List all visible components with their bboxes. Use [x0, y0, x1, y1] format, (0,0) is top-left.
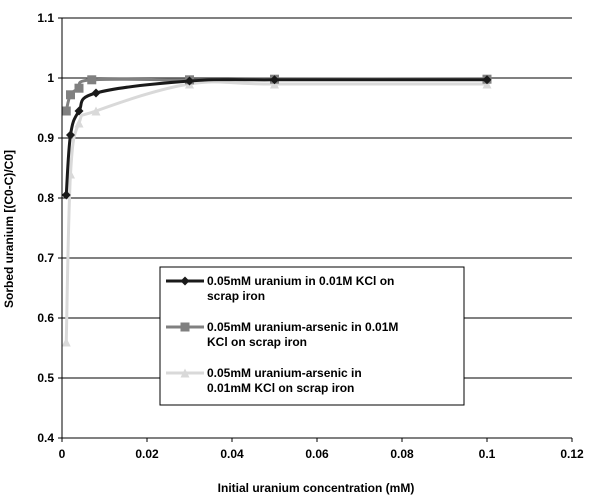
data-point	[66, 90, 75, 100]
legend-label: KCl on scrap iron	[207, 335, 307, 349]
data-point	[61, 106, 71, 116]
data-point	[74, 106, 84, 116]
data-point	[61, 190, 71, 200]
y-tick-label: 0.4	[37, 431, 54, 445]
series-1	[61, 75, 492, 200]
legend-swatch-marker	[180, 368, 190, 378]
y-axis-label: Sorbed uranium [(C0-C)/C0]	[2, 150, 16, 308]
x-tick-label: 0.04	[220, 447, 244, 461]
y-tick-label: 0.8	[37, 191, 54, 205]
legend-label: 0.01mM KCl on scrap iron	[207, 381, 354, 395]
legend-swatch-marker	[180, 322, 190, 332]
data-point	[61, 337, 71, 347]
series-line	[64, 78, 488, 196]
y-tick-label: 0.7	[37, 251, 54, 265]
data-point	[91, 106, 101, 116]
legend-item-3: 0.05mM uranium-arsenic in0.01mM KCl on s…	[166, 366, 362, 395]
x-tick-label: 0	[59, 447, 66, 461]
y-tick-label: 0.6	[37, 311, 54, 325]
series-3	[61, 79, 492, 347]
data-point	[87, 75, 97, 85]
y-tick-label: 1.1	[37, 11, 54, 25]
x-axis-label: Initial uranium concentration (mM)	[218, 481, 415, 495]
legend-swatch-marker	[180, 276, 190, 286]
legend-label: 0.05mM uranium in 0.01M KCl on	[207, 274, 394, 288]
legend-label: scrap iron	[207, 289, 265, 303]
series-layer	[61, 74, 492, 347]
x-tick-label: 0.06	[305, 447, 329, 461]
x-tick-label: 0.08	[390, 447, 414, 461]
x-tick-label: 0.1	[479, 447, 496, 461]
legend-box	[159, 266, 465, 406]
legend-label: 0.05mM uranium-arsenic in 0.01M	[207, 320, 398, 334]
data-point	[66, 130, 75, 140]
data-point	[74, 118, 84, 128]
x-tick-label: 0.12	[560, 447, 584, 461]
x-tick-label: 0.02	[135, 447, 159, 461]
tick-labels: 0.4 0.5 0.6 0.7 0.8 0.9 1 1.1 0 0.02 0.04 0.06 0.08 0…	[37, 11, 584, 461]
data-point	[74, 83, 84, 93]
y-tick-label: 0.9	[37, 131, 54, 145]
data-point	[270, 75, 279, 85]
data-point	[91, 88, 101, 98]
data-point	[185, 76, 194, 86]
data-point	[482, 75, 492, 85]
y-tick-label: 1	[47, 71, 54, 85]
y-tick-label: 0.5	[37, 371, 54, 385]
legend-label: 0.05mM uranium-arsenic in	[207, 366, 362, 380]
axes	[58, 17, 573, 442]
series-line	[64, 80, 487, 343]
